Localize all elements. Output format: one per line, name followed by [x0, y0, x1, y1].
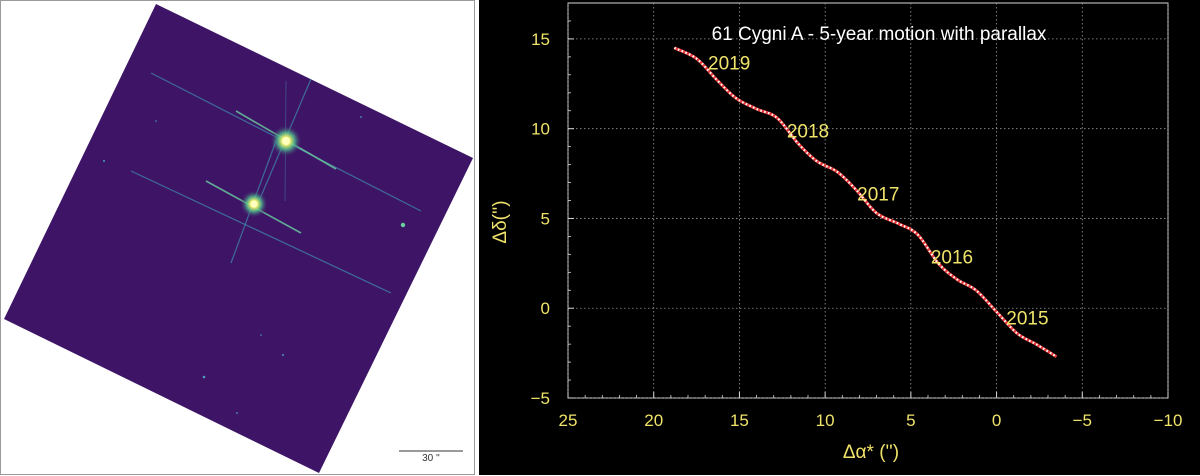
motion-track	[673, 46, 1058, 358]
y-tick-label: 10	[531, 120, 550, 139]
year-label: 2015	[1006, 308, 1048, 329]
y-tick-label: −5	[531, 389, 550, 408]
bright-star-b	[130, 140, 392, 294]
star-field-panel: 30 ''	[0, 0, 475, 475]
x-tick-label: 25	[559, 411, 578, 430]
x-tick-label: −5	[1073, 411, 1092, 430]
y-tick-label: 0	[541, 299, 550, 318]
x-tick-label: 10	[816, 411, 835, 430]
year-label: 2017	[857, 185, 899, 206]
star-field-image	[4, 4, 473, 473]
x-tick-label: 0	[992, 411, 1001, 430]
year-label: 2018	[787, 122, 829, 143]
x-tick-label: 15	[730, 411, 749, 430]
scale-bar-label: 30 ''	[422, 453, 440, 464]
faint-stars	[103, 116, 406, 414]
x-tick-label: −10	[1154, 411, 1183, 430]
bright-star-a	[150, 72, 422, 212]
x-axis-title: Δα* ('')	[843, 442, 899, 463]
y-tick-label: 5	[541, 209, 550, 228]
image-frame	[4, 4, 473, 473]
y-tick-label: 15	[531, 30, 550, 49]
plot-area	[567, 2, 1169, 399]
y-axis-title: Δδ('')	[490, 200, 511, 243]
x-tick-label: 20	[644, 411, 663, 430]
year-label: 2016	[931, 247, 973, 268]
year-labels: 2019 2018 2017 2016 2015	[708, 53, 1049, 329]
x-tick-label: 5	[906, 411, 915, 430]
chart-title: 61 Cygni A - 5-year motion with parallax	[712, 24, 1047, 45]
parallax-chart-panel: 25 20 15 10 5 0 −5 −10 −5 0 5 10 15 2019 2018 2017 2016…	[479, 0, 1200, 475]
year-label: 2019	[708, 53, 750, 74]
motion-track-dots	[673, 46, 1058, 358]
